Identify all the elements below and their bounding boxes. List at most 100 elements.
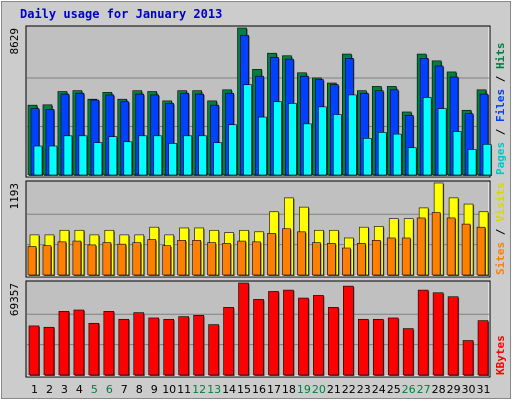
x-tick-label-19: 19	[297, 383, 311, 396]
x-tick-label-7: 7	[121, 383, 128, 396]
bar-kbytes-day-14	[223, 307, 234, 376]
x-tick-label-9: 9	[151, 383, 158, 396]
bar-sites-day-22	[342, 247, 351, 276]
bar-sites-day-20	[312, 242, 321, 276]
bar-sites-day-13	[207, 242, 216, 276]
y-max-label-visits-sites: 1193	[8, 183, 21, 210]
bar-kbytes-day-13	[208, 324, 219, 376]
bar-sites-day-24	[371, 239, 381, 276]
bar-sites-day-30	[461, 223, 471, 276]
bar-kbytes-day-7	[118, 318, 130, 376]
x-tick-label-6: 6	[106, 383, 113, 396]
x-tick-label-22: 22	[342, 383, 356, 396]
legend-item-0: KBytes	[494, 335, 507, 375]
x-tick-label-13: 13	[207, 383, 221, 396]
x-tick-label-5: 5	[91, 383, 98, 396]
legend-item-0: Pages	[494, 142, 507, 175]
bar-pages-day-11	[183, 135, 192, 176]
bar-sites-day-21	[327, 243, 336, 276]
bar-sites-day-4	[72, 240, 82, 276]
x-tick-label-2: 2	[46, 383, 53, 396]
x-tick-label-11: 11	[177, 383, 191, 396]
x-tick-label-26: 26	[402, 383, 416, 396]
bar-sites-day-25	[386, 237, 396, 276]
x-tick-label-15: 15	[237, 383, 251, 396]
x-tick-label-16: 16	[252, 383, 266, 396]
bar-pages-day-20	[318, 106, 327, 176]
x-tick-label-29: 29	[447, 383, 461, 396]
x-tick-label-31: 31	[477, 383, 491, 396]
bar-pages-day-12	[198, 135, 207, 176]
bar-kbytes-day-18	[283, 289, 294, 376]
legend-item-4: Hits	[494, 43, 507, 70]
y-max-label-hits-files-pages: 8629	[8, 28, 21, 55]
bar-pages-day-21	[333, 114, 342, 176]
bar-kbytes-day-27	[417, 289, 429, 376]
legend-kbytes: KBytes	[494, 335, 507, 375]
x-tick-label-21: 21	[327, 383, 341, 396]
bar-kbytes-day-21	[328, 307, 339, 376]
legend-item-2: Visits	[494, 182, 507, 222]
x-tick-label-24: 24	[372, 383, 386, 396]
bar-kbytes-day-16	[253, 299, 264, 376]
bar-sites-day-31	[476, 226, 486, 276]
bar-kbytes-day-31	[477, 320, 489, 376]
chart-title: Daily usage for January 2013	[20, 7, 222, 21]
legend-visits-sites: Sites / Visits	[494, 182, 507, 275]
bar-sites-day-27	[416, 217, 426, 276]
bar-pages-day-27	[422, 97, 432, 176]
legend-item-3: /	[494, 69, 507, 89]
bar-kbytes-day-17	[268, 291, 279, 376]
bar-kbytes-day-19	[298, 297, 309, 376]
bar-pages-day-8	[138, 135, 148, 176]
bar-sites-day-1	[27, 246, 37, 276]
bar-pages-day-15	[243, 84, 252, 176]
bar-pages-day-28	[437, 108, 447, 176]
bar-pages-day-29	[452, 131, 462, 176]
bar-kbytes-day-25	[387, 317, 399, 376]
bar-pages-day-4	[78, 135, 88, 176]
bar-sites-day-23	[356, 243, 366, 276]
bar-pages-day-22	[348, 94, 357, 176]
bar-sites-day-26	[401, 237, 411, 276]
bar-sites-day-14	[222, 243, 231, 276]
bar-pages-day-31	[482, 144, 492, 176]
x-tick-label-4: 4	[76, 383, 83, 396]
bar-kbytes-day-3	[58, 311, 70, 376]
bar-sites-day-16	[252, 241, 261, 276]
x-tick-label-20: 20	[312, 383, 326, 396]
bar-pages-day-2	[48, 145, 58, 176]
bar-sites-day-6	[102, 242, 112, 276]
bar-kbytes-day-24	[372, 318, 384, 376]
bar-pages-day-19	[303, 123, 312, 176]
bar-sites-day-19	[297, 231, 306, 276]
legend-hits-files-pages: Pages / Files / Hits	[494, 43, 507, 176]
bar-sites-day-10	[162, 245, 172, 276]
bar-pages-day-18	[288, 103, 297, 176]
bar-kbytes-day-30	[462, 340, 474, 376]
bar-pages-day-6	[108, 136, 118, 176]
legend-item-0: Sites	[494, 242, 507, 275]
x-tick-label-25: 25	[387, 383, 401, 396]
bar-kbytes-day-11	[178, 316, 189, 376]
bar-kbytes-day-9	[148, 317, 160, 376]
bar-kbytes-day-12	[193, 315, 204, 376]
legend-item-2: Files	[494, 89, 507, 122]
bar-sites-day-12	[192, 239, 201, 276]
y-max-label-kbytes: 69357	[8, 283, 21, 316]
bar-sites-day-8	[132, 242, 142, 276]
bar-pages-day-3	[63, 135, 73, 176]
x-tick-label-8: 8	[136, 383, 143, 396]
bar-kbytes-day-20	[313, 295, 324, 376]
x-tick-label-10: 10	[162, 383, 176, 396]
bar-pages-day-26	[407, 147, 417, 176]
bar-sites-day-3	[57, 241, 67, 276]
bar-pages-day-24	[377, 132, 387, 176]
bar-sites-day-7	[117, 243, 127, 276]
bar-sites-day-28	[431, 212, 441, 276]
x-tick-label-28: 28	[432, 383, 446, 396]
bar-pages-day-14	[228, 124, 237, 176]
x-tick-label-14: 14	[222, 383, 236, 396]
